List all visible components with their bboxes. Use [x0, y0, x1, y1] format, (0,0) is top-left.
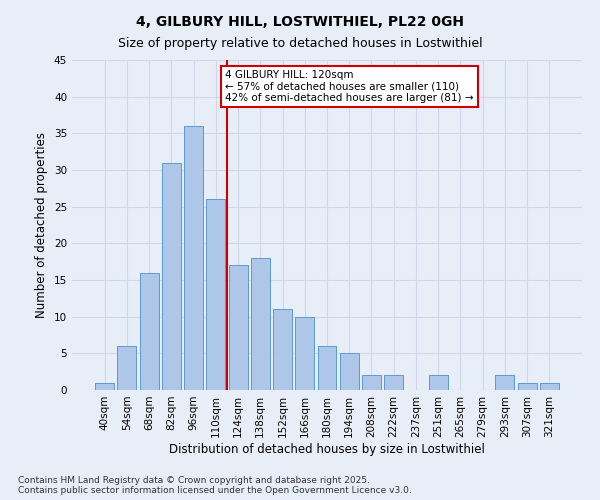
Bar	[384, 376, 403, 390]
Bar	[518, 382, 536, 390]
Text: 4, GILBURY HILL, LOSTWITHIEL, PL22 0GH: 4, GILBURY HILL, LOSTWITHIEL, PL22 0GH	[136, 15, 464, 29]
Bar	[317, 346, 337, 390]
Text: Size of property relative to detached houses in Lostwithiel: Size of property relative to detached ho…	[118, 38, 482, 51]
Bar	[118, 346, 136, 390]
Bar	[496, 376, 514, 390]
Bar	[429, 376, 448, 390]
Bar	[251, 258, 270, 390]
Bar	[540, 382, 559, 390]
Bar	[340, 354, 359, 390]
Bar	[140, 272, 158, 390]
Text: 4 GILBURY HILL: 120sqm
← 57% of detached houses are smaller (110)
42% of semi-de: 4 GILBURY HILL: 120sqm ← 57% of detached…	[225, 70, 473, 103]
Bar	[273, 310, 292, 390]
Bar	[362, 376, 381, 390]
X-axis label: Distribution of detached houses by size in Lostwithiel: Distribution of detached houses by size …	[169, 442, 485, 456]
Bar	[184, 126, 203, 390]
Text: Contains HM Land Registry data © Crown copyright and database right 2025.
Contai: Contains HM Land Registry data © Crown c…	[18, 476, 412, 495]
Bar	[95, 382, 114, 390]
Bar	[162, 162, 181, 390]
Bar	[295, 316, 314, 390]
Bar	[206, 200, 225, 390]
Bar	[229, 266, 248, 390]
Y-axis label: Number of detached properties: Number of detached properties	[35, 132, 49, 318]
